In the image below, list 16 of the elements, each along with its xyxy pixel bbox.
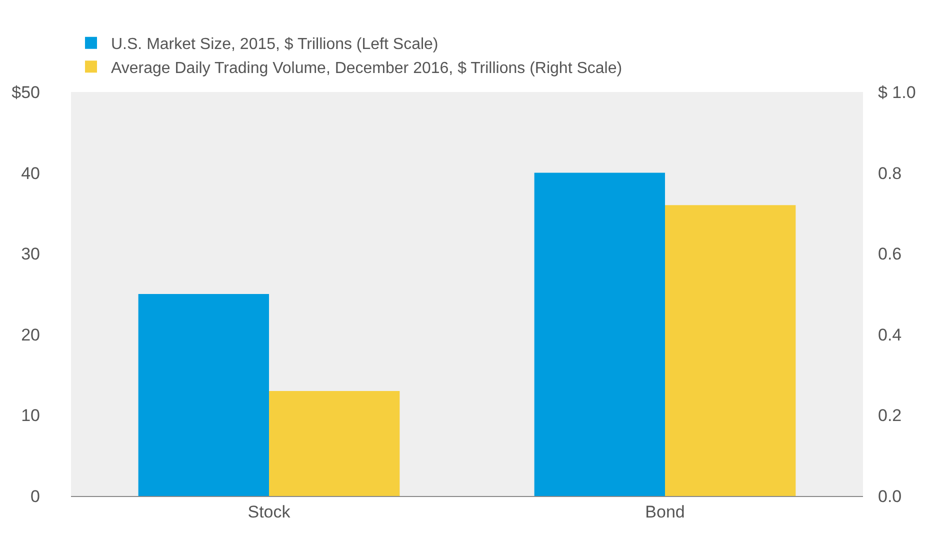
y-tick-label: 10: [21, 406, 40, 426]
y2-tick-label: 0.6: [878, 244, 902, 264]
legend-label: U.S. Market Size, 2015, $ Trillions (Left Scale): [111, 36, 438, 54]
y2-tick-label: 0.8: [878, 164, 902, 183]
y2-tick-label: 0.2: [878, 406, 902, 426]
x-tick-label: Bond: [645, 502, 685, 522]
y-tick-label: 20: [21, 325, 40, 344]
y2-tick-label: 0.0: [878, 486, 902, 506]
y-tick-label: 0: [30, 486, 40, 506]
legend-label: Average Daily Trading Volume, December 2016, $ Trillions (Right Scale): [111, 60, 622, 77]
y-tick-label: 40: [21, 164, 40, 183]
y-tick-label: $50: [12, 82, 40, 102]
y-tick-label: 30: [21, 244, 40, 264]
y2-tick-label: $ 1.0: [878, 82, 916, 102]
y2-tick-label: 0.4: [878, 325, 902, 344]
x-tick-label: Stock: [248, 502, 291, 522]
